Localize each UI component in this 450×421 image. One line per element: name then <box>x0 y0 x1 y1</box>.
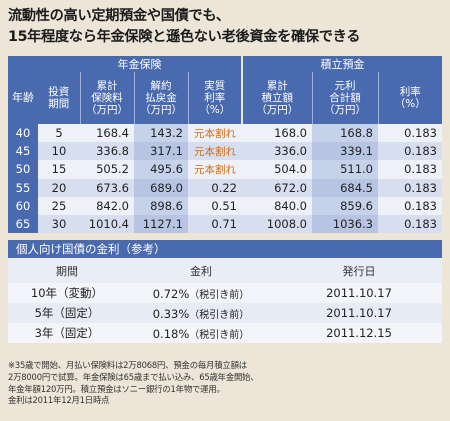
cell-deposit: 504.0 <box>242 160 312 179</box>
bond-cell-date: 2011.12.15 <box>276 323 442 343</box>
comparison-table: 年金保険 積立預金 年齢 投資 期間 累計 保険料 （万円） 解約 払戻金 （万円） 実質… <box>8 56 442 234</box>
cell-savings-rate: 0.183 <box>378 196 442 215</box>
headline-line-2: 15年程度なら年金保険と遜色ない老後資金を確保できる <box>8 29 361 45</box>
cell-total: 859.6 <box>312 196 378 215</box>
footnote-line: 2万8000円で試算。年金保険は65歳まで払い込み、65歳年金開始、 <box>8 371 259 382</box>
cell-real-rate: 元本割れ <box>188 142 242 161</box>
group-header-pension: 年金保険 <box>38 56 242 72</box>
cell-deposit: 336.0 <box>242 142 312 161</box>
cell-refund: 689.0 <box>134 178 188 197</box>
bond-col-header-date: 発行日 <box>276 258 442 283</box>
cell-deposit: 672.0 <box>242 178 312 197</box>
cell-savings-rate: 0.183 <box>378 142 442 161</box>
cell-total: 1036.3 <box>312 214 378 234</box>
cell-total: 339.1 <box>312 142 378 161</box>
cell-savings-rate: 0.183 <box>378 160 442 179</box>
table-row: 50 15 505.2 495.6 元本割れ 504.0 511.0 0.183 <box>8 160 442 179</box>
cell-period: 5 <box>38 124 80 143</box>
cell-total: 684.5 <box>312 178 378 197</box>
bond-cell-period: 10年（変動） <box>8 283 126 303</box>
bond-col-header-rate: 金利 <box>126 258 276 283</box>
cell-total: 168.8 <box>312 124 378 143</box>
corner-cell <box>8 56 38 72</box>
cell-premium: 673.6 <box>80 178 134 197</box>
bond-row: 5年（固定） 0.33%（税引き前） 2011.10.17 <box>8 303 442 323</box>
col-header-savings-rate: 利率 （%） <box>377 72 442 124</box>
table-row: 40 5 168.4 143.2 元本割れ 168.0 168.8 0.183 <box>8 124 442 143</box>
cell-premium: 1010.4 <box>80 214 134 234</box>
col-header-deposit: 累計 積立額 （万円） <box>241 72 312 124</box>
bond-row: 3年（固定） 0.18%（税引き前） 2011.12.15 <box>8 323 442 343</box>
footnote: ※35歳で開始、月払い保険料は2万8068円、預金の毎月積立額は 2万8000円… <box>8 360 444 407</box>
cell-age: 40 <box>8 124 38 143</box>
table-row: 45 10 336.8 317.1 元本割れ 336.0 339.1 0.183 <box>8 142 442 161</box>
cell-savings-rate: 0.183 <box>378 178 442 197</box>
bond-cell-rate: 0.72%（税引き前） <box>126 283 276 303</box>
cell-real-rate: 元本割れ <box>188 124 242 143</box>
bond-cell-rate: 0.33%（税引き前） <box>126 303 276 323</box>
cell-real-rate: 0.51 <box>188 196 242 215</box>
footnote-line: ※35歳で開始、月払い保険料は2万8068円、預金の毎月積立額は <box>8 360 247 370</box>
cell-refund: 898.6 <box>134 196 188 215</box>
cell-real-rate: 0.22 <box>188 178 242 197</box>
bond-cell-date: 2011.10.17 <box>276 303 442 323</box>
col-header-age: 年齢 <box>8 72 38 124</box>
cell-period: 25 <box>38 196 80 215</box>
cell-premium: 842.0 <box>80 196 134 215</box>
cell-savings-rate: 0.183 <box>378 124 442 143</box>
col-header-premium: 累計 保険料 （万円） <box>79 72 134 124</box>
cell-period: 10 <box>38 142 80 161</box>
cell-age: 55 <box>8 178 38 197</box>
bond-row: 10年（変動） 0.72%（税引き前） 2011.10.17 <box>8 283 442 303</box>
cell-period: 20 <box>38 178 80 197</box>
bond-cell-period: 3年（固定） <box>8 323 126 343</box>
bond-cell-rate: 0.18%（税引き前） <box>126 323 276 343</box>
cell-refund: 1127.1 <box>134 214 188 234</box>
footnote-line: 金利は2011年12月1日時点 <box>8 395 110 406</box>
footnote-line: 年金年額120万円。積立預金はソニー銀行の1年物で運用。 <box>8 383 225 394</box>
bond-rate-table: 期間 金利 発行日 10年（変動） 0.72%（税引き前） 2011.10.17… <box>8 258 442 343</box>
table-row: 55 20 673.6 689.0 0.22 672.0 684.5 0.183 <box>8 178 442 197</box>
table-row: 60 25 842.0 898.6 0.51 840.0 859.6 0.183 <box>8 196 442 215</box>
bond-col-header-period: 期間 <box>8 258 126 283</box>
headline-line-1: 流動性の高い定期預金や国債でも、 <box>8 8 230 24</box>
cell-premium: 336.8 <box>80 142 134 161</box>
cell-real-rate: 0.71 <box>188 214 242 234</box>
col-header-refund: 解約 払戻金 （万円） <box>133 72 188 124</box>
cell-total: 511.0 <box>312 160 378 179</box>
cell-deposit: 1008.0 <box>242 214 312 234</box>
bond-table-title: 個人向け国債の金利（参考） <box>8 240 442 258</box>
cell-age: 65 <box>8 214 38 234</box>
cell-age: 50 <box>8 160 38 179</box>
table-row: 65 30 1010.4 1127.1 0.71 1008.0 1036.3 0… <box>8 214 442 234</box>
group-header-savings: 積立預金 <box>241 56 442 72</box>
cell-real-rate: 元本割れ <box>188 160 242 179</box>
cell-refund: 317.1 <box>134 142 188 161</box>
headline: 流動性の高い定期預金や国債でも、 15年程度なら年金保険と遜色ない老後資金を確保… <box>8 6 444 48</box>
col-header-period: 投資 期間 <box>38 72 80 124</box>
cell-deposit: 840.0 <box>242 196 312 215</box>
cell-refund: 143.2 <box>134 124 188 143</box>
bond-cell-period: 5年（固定） <box>8 303 126 323</box>
cell-age: 60 <box>8 196 38 215</box>
cell-refund: 495.6 <box>134 160 188 179</box>
cell-period: 15 <box>38 160 80 179</box>
col-header-real-rate: 実質 利率 （%） <box>187 72 242 124</box>
cell-savings-rate: 0.183 <box>378 214 442 234</box>
cell-age: 45 <box>8 142 38 161</box>
cell-period: 30 <box>38 214 80 234</box>
col-header-total: 元利 合計額 （万円） <box>311 72 378 124</box>
cell-premium: 505.2 <box>80 160 134 179</box>
cell-premium: 168.4 <box>80 124 134 143</box>
cell-deposit: 168.0 <box>242 124 312 143</box>
bond-cell-date: 2011.10.17 <box>276 283 442 303</box>
